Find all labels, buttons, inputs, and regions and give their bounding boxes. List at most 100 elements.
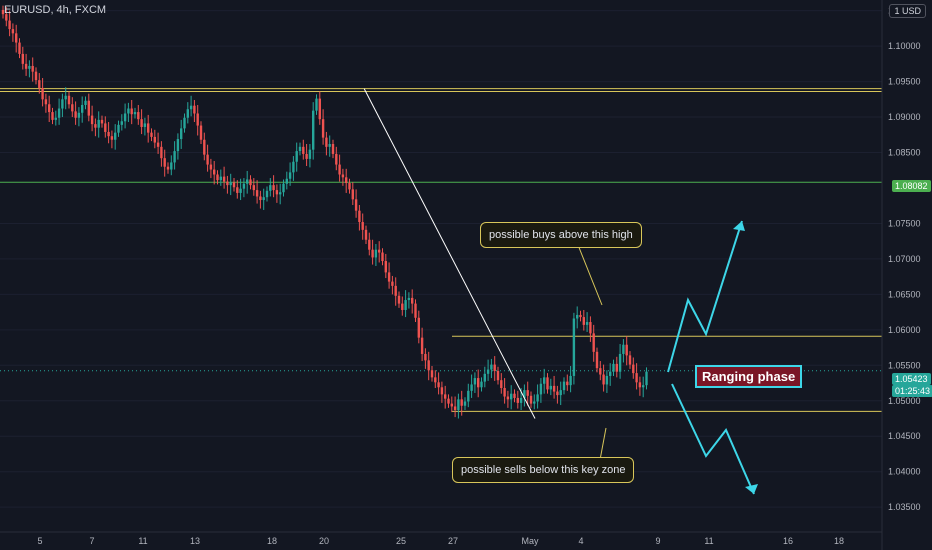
candle-body (28, 65, 31, 69)
candle-body (595, 351, 599, 369)
candle-body (602, 374, 605, 385)
candle-body (519, 397, 523, 403)
candle-body (430, 370, 434, 378)
time-tick-label: May (521, 536, 539, 546)
candle-body (90, 115, 94, 125)
candle-body (282, 183, 285, 193)
candle-body (391, 281, 394, 286)
candle-body (585, 322, 589, 325)
candle-body (229, 182, 232, 186)
candle-body (123, 113, 127, 122)
candle-body (526, 390, 529, 396)
candle-countdown: 01:25:43 (892, 385, 932, 397)
candle-body (156, 142, 160, 147)
candle-body (348, 183, 351, 190)
candle-body (609, 371, 612, 376)
candle-body (473, 378, 477, 385)
candle-body (5, 14, 8, 21)
candle-body (493, 364, 496, 371)
candle-body (450, 403, 453, 407)
current-price-tag: 1.05423 (892, 373, 931, 385)
time-tick-label: 18 (834, 536, 844, 546)
price-tick-label: 1.09000 (888, 112, 921, 122)
candle-body (368, 239, 371, 250)
candle-body (54, 117, 57, 120)
candle-body (8, 20, 11, 30)
candle-body (486, 369, 490, 374)
candle-body (216, 174, 219, 181)
candle-body (117, 124, 120, 133)
candle-body (81, 104, 84, 113)
candle-body (440, 387, 444, 395)
candle-body (87, 100, 90, 116)
candle-body (110, 136, 114, 140)
candle-body (490, 364, 493, 370)
candle-body (444, 394, 447, 399)
candle-body (374, 249, 378, 258)
bullish-arrowhead (733, 221, 745, 231)
candle-body (226, 181, 229, 186)
candle-body (176, 139, 180, 152)
candle-body (183, 117, 186, 129)
price-tick-label: 1.09500 (888, 77, 921, 87)
candle-body (120, 121, 123, 125)
candle-body (302, 146, 305, 154)
currency-badge[interactable]: 1 USD (889, 4, 926, 18)
buy-callout[interactable]: possible buys above this high (480, 222, 642, 248)
candle-body (203, 139, 206, 155)
candle-body (209, 164, 213, 170)
grid-lines (0, 10, 882, 508)
candle-body (364, 229, 368, 240)
candle-body (618, 353, 622, 372)
candle-body (351, 189, 354, 200)
time-axis[interactable]: 5 7 11 13 18 20 25 27 May 4 9 11 16 18 (0, 531, 882, 546)
candle-body (298, 146, 302, 152)
bearish-arrowhead (745, 484, 758, 494)
candle-body (133, 112, 137, 115)
candle-body (153, 136, 156, 143)
candle-body (107, 131, 110, 137)
price-axis[interactable]: 1.105001.100001.095001.090001.085001.075… (881, 0, 932, 550)
time-tick-label: 25 (396, 536, 406, 546)
sell-callout[interactable]: possible sells below this key zone (452, 457, 635, 483)
candle-body (100, 119, 104, 124)
candle-body (57, 108, 61, 118)
candle-body (173, 151, 176, 163)
candle-body (94, 124, 97, 128)
candle-body (1, 9, 5, 15)
candle-body (572, 318, 576, 376)
candle-body (199, 125, 203, 140)
candle-body (434, 377, 437, 383)
candle-body (361, 222, 364, 230)
candle-body (246, 179, 249, 184)
candle-body (38, 80, 41, 88)
candle-body (635, 373, 638, 383)
candle-body (239, 188, 242, 193)
candle-body (61, 99, 64, 109)
candle-body (529, 395, 533, 404)
candle-body (404, 300, 407, 310)
bullish-projection-arrow (667, 220, 743, 373)
candle-body (401, 303, 404, 310)
candle-body (31, 65, 34, 72)
candle-body (407, 297, 411, 301)
candle-body (394, 285, 397, 296)
trendline (363, 88, 536, 419)
price-tick-label: 1.08500 (888, 148, 921, 158)
candle-body (345, 177, 348, 184)
symbol-title[interactable]: EURUSD, 4h, FXCM (4, 4, 107, 16)
candle-body (196, 113, 199, 126)
time-tick-label: 5 (37, 536, 42, 546)
candle-body (566, 381, 569, 386)
ranging-phase-label[interactable]: Ranging phase (695, 365, 803, 388)
candle-body (453, 406, 457, 410)
candle-body (622, 344, 625, 354)
candle-body (127, 108, 130, 114)
time-tick-label: 13 (190, 536, 200, 546)
candle-body (543, 377, 546, 384)
candle-body (483, 373, 486, 382)
price-tick-label: 1.06000 (888, 325, 921, 335)
price-tick-label: 1.03500 (888, 502, 921, 512)
candle-body (328, 143, 331, 147)
